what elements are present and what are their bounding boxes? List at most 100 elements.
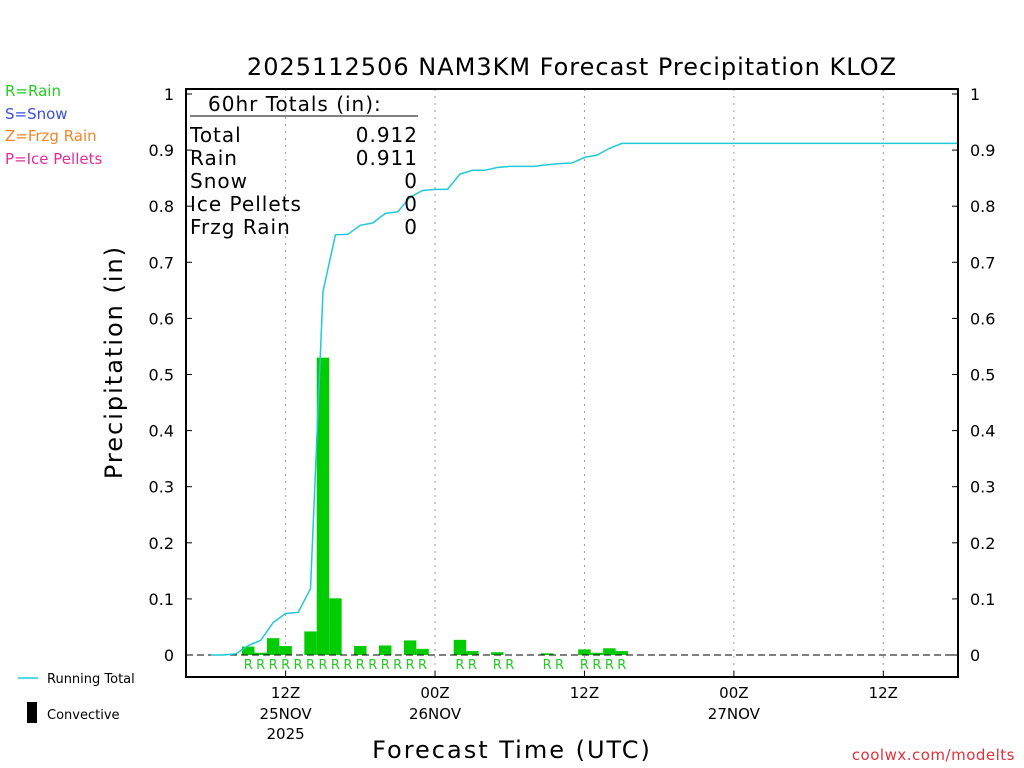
precip-type-marker: R (281, 658, 290, 673)
x-tick-date: 26NOV (409, 705, 462, 723)
y-tick-label-right: 0.8 (970, 197, 995, 216)
source-url: coolwx.com/modelts (851, 746, 1015, 764)
y-axis-label: Precipitation (in) (100, 245, 128, 479)
precip-bar (304, 631, 317, 655)
precip-bar (254, 652, 267, 655)
precip-bar (266, 638, 280, 655)
precip-type-legend-item: Z=Frzg Rain (5, 127, 97, 145)
x-tick-label: 12Z (869, 684, 898, 702)
precip-bar (491, 652, 504, 655)
precip-type-legend-item: R=Rain (5, 82, 61, 100)
y-tick-label-left: 0.2 (149, 534, 174, 553)
precip-type-marker: R (468, 658, 477, 673)
precip-bar (466, 651, 479, 655)
precip-bar (316, 357, 330, 655)
y-tick-label-right: 0.3 (970, 478, 995, 497)
precip-bar (578, 649, 591, 655)
y-tick-label-right: 0.9 (970, 141, 995, 160)
y-tick-label-left: 0.1 (149, 590, 174, 609)
precip-type-marker: R (418, 658, 427, 673)
y-tick-label-right: 0.7 (970, 253, 995, 272)
precip-type-marker: R (505, 658, 514, 673)
y-tick-label-right: 0.2 (970, 534, 995, 553)
precip-type-marker: R (406, 658, 415, 673)
y-tick-label-left: 0.7 (149, 253, 174, 272)
grid-lines (285, 89, 884, 677)
precip-type-marker: R (455, 658, 464, 673)
x-axis-ticks: 12Z 25NOV 2025 00Z 26NOV 12Z 00Z 27NOV 12Z (260, 671, 898, 743)
precip-bar (416, 648, 429, 655)
convective-legend-label: Convective (47, 708, 120, 723)
y-tick-label-right: 0.5 (970, 366, 995, 385)
precip-bar (603, 648, 616, 655)
x-tick-year: 2025 (267, 725, 305, 743)
precip-type-legend-item: S=Snow (5, 104, 68, 123)
y-tick-label-left: 0.4 (149, 422, 174, 441)
y-tick-label-right: 0.6 (970, 309, 995, 328)
precip-bars (242, 357, 629, 655)
precip-type-marker: R (368, 658, 377, 673)
precip-bar (279, 646, 292, 655)
y-tick-label-left: 0.6 (149, 309, 174, 328)
x-tick-label: 12Z (271, 684, 300, 702)
y-tick-label-right: 0 (970, 646, 980, 665)
precip-type-marker: R (306, 658, 315, 673)
y-tick-label-right: 0.4 (970, 422, 995, 441)
y-tick-label-left: 0.8 (149, 197, 174, 216)
x-tick-label: 00Z (719, 684, 748, 702)
totals-row-value: 0 (404, 215, 418, 239)
totals-row-value: 0 (404, 169, 418, 193)
y-axis-ticks: 1 1 0.9 0.9 0.8 0.8 0.7 0.7 0.6 0.6 0.5 0.5 0.4 0.4 0.… (149, 85, 996, 665)
precip-bar (540, 653, 554, 655)
precip-type-marker: R (343, 658, 352, 673)
totals-row-value: 0 (404, 192, 418, 216)
running-total-line (210, 142, 958, 656)
precip-type-legend-item: P=Ice Pellets (5, 149, 103, 168)
precip-type-marker: R (294, 658, 303, 673)
running-total-legend-label: Running Total (47, 672, 135, 687)
convective-legend-swatch (27, 702, 37, 723)
totals-row-label: Rain (190, 146, 238, 170)
x-axis-label: Forecast Time (UTC) (372, 736, 652, 764)
precip-bar (453, 639, 467, 655)
precip-bar (615, 651, 629, 655)
y-tick-label-left: 0.9 (149, 141, 174, 160)
precip-type-marker: R (269, 658, 278, 673)
precip-type-marker: R (543, 658, 552, 673)
x-tick-date: 25NOV (260, 705, 313, 723)
y-tick-label-right: 1 (970, 85, 980, 104)
y-tick-label-right: 0.1 (970, 590, 995, 609)
y-tick-label-left: 0.3 (149, 478, 174, 497)
precip-type-marker: R (592, 658, 601, 673)
precip-type-marker: R (617, 658, 626, 673)
precip-type-marker: R (605, 658, 614, 673)
totals-row-label: Snow (190, 169, 248, 193)
precip-type-marker: R (555, 658, 564, 673)
totals-box: 60hr Totals (in): Total 0.912 Rain 0.911 Snow… (189, 92, 418, 239)
y-tick-label-left: 0.5 (149, 366, 174, 385)
precip-type-marker: R (381, 658, 390, 673)
precip-type-marker: R (318, 658, 327, 673)
totals-heading: 60hr Totals (in): (208, 92, 382, 116)
precip-type-marker: R (244, 658, 253, 673)
chart-title: 2025112506 NAM3KM Forecast Precipitation… (247, 53, 897, 81)
precip-type-marker: R (493, 658, 502, 673)
x-tick-label: 00Z (420, 684, 449, 702)
precip-type-marker: R (356, 658, 365, 673)
totals-row-label: Frzg Rain (190, 215, 291, 239)
x-tick-label: 12Z (570, 684, 599, 702)
plot-frame (185, 88, 959, 678)
x-tick-date: 27NOV (708, 705, 761, 723)
precip-bar (403, 640, 417, 655)
precip-bar (354, 646, 367, 655)
precip-type-marker: R (256, 658, 265, 673)
totals-row-value: 0.912 (356, 123, 418, 147)
precip-type-marker: R (331, 658, 340, 673)
y-tick-label-left: 1 (164, 85, 174, 104)
precip-type-marker: R (580, 658, 589, 673)
y-tick-label-left: 0 (164, 646, 174, 665)
precip-bar (329, 598, 342, 655)
totals-row-label: Ice Pellets (190, 192, 302, 216)
